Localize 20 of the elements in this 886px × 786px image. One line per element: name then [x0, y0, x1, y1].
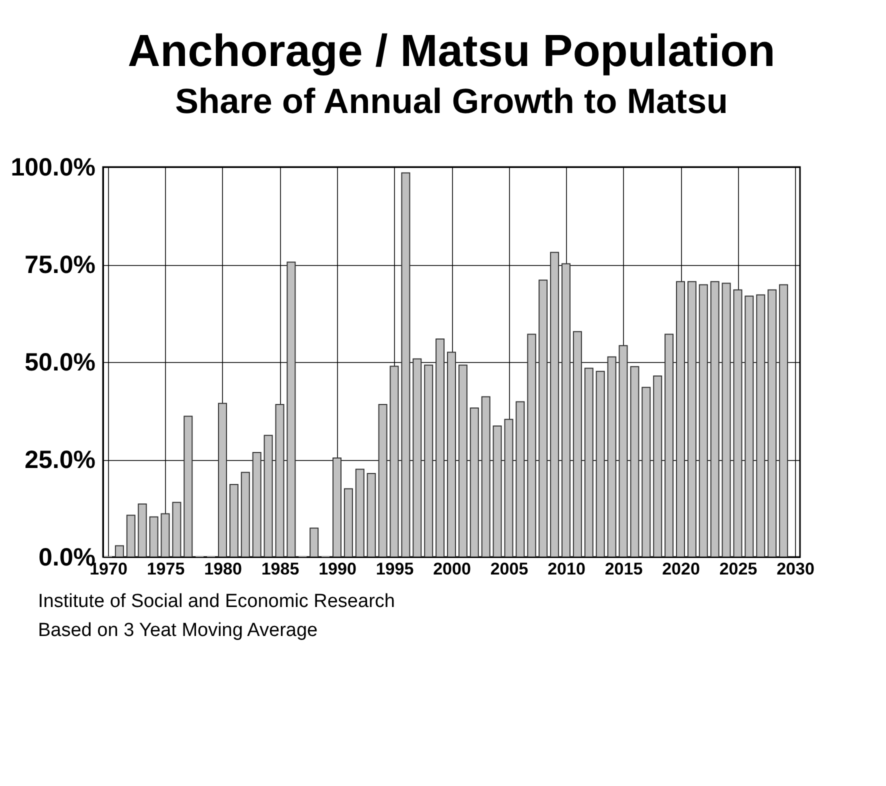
x-tick-label: 2030	[776, 560, 814, 578]
text: Based on 3 Yeat Moving Average	[38, 619, 319, 643]
x-tick-label: 2005	[490, 560, 528, 578]
y-tick-label: 50.0%	[24, 348, 96, 376]
y-tick-label: 75.0%	[24, 251, 96, 279]
x-tick-label: 2020	[662, 560, 700, 578]
x-tick-label: 1980	[204, 560, 242, 578]
chart-title: Anchorage / Matsu Population	[128, 25, 776, 76]
y-tick-label: 100.0%	[10, 154, 96, 182]
y-tick-label: 25.0%	[24, 446, 96, 474]
x-tick-label: 1995	[376, 560, 414, 578]
text: Institute of Social and Economic Research	[38, 590, 396, 614]
x-tick-label: 2015	[604, 560, 643, 578]
x-tick-label: 2000	[433, 560, 471, 578]
x-tick-label: 2025	[719, 560, 758, 578]
chart-subtitle: Share of Annual Growth to Matsu	[175, 82, 728, 121]
x-tick-label: 1975	[146, 560, 185, 578]
x-tick-label: 1985	[261, 560, 300, 578]
x-tick-label: 2010	[548, 560, 586, 578]
x-tick-label: 1990	[318, 560, 356, 578]
